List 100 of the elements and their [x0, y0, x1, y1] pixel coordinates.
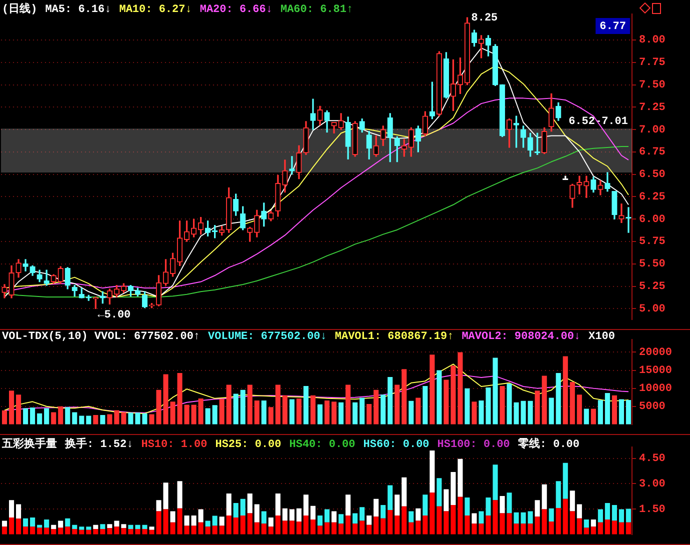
- bar: [289, 399, 294, 424]
- bar: [177, 508, 182, 534]
- bar: [374, 390, 379, 424]
- text: MAVOL2: 908024.00↓: [462, 331, 581, 343]
- bar: [612, 520, 617, 534]
- bar: [72, 524, 78, 529]
- bar: [72, 528, 78, 534]
- y-tick-label: 6.00: [639, 214, 666, 226]
- bar: [135, 528, 140, 534]
- bar: [8, 500, 14, 518]
- y-tick-label: 4.50: [639, 453, 666, 466]
- bar: [458, 352, 463, 424]
- bar: [282, 508, 288, 521]
- annotation: HS40: 0.00: [289, 439, 356, 451]
- bar: [394, 494, 400, 516]
- annotation: 6.77: [600, 20, 626, 33]
- bar: [346, 384, 351, 424]
- bar: [360, 520, 365, 534]
- bar: [556, 508, 561, 534]
- bar: [464, 498, 470, 516]
- bar: [23, 408, 28, 424]
- bar: [86, 416, 92, 424]
- bar: [506, 513, 512, 534]
- bar: [247, 513, 252, 534]
- annotation: HS60: 0.00: [363, 439, 430, 451]
- bar: [506, 384, 512, 424]
- bar: [219, 526, 224, 534]
- chart-title: 五彩换手量: [2, 439, 57, 451]
- bar: [247, 493, 252, 514]
- bar: [198, 522, 204, 534]
- annotation: HS100: 0.00: [437, 439, 510, 451]
- bar: [219, 399, 224, 424]
- bar: [570, 382, 575, 424]
- y-tick-label: 3.00: [639, 478, 666, 490]
- bar: [16, 394, 22, 424]
- bar: [352, 524, 358, 534]
- bar: [360, 507, 365, 521]
- bar: [142, 413, 148, 424]
- bar: [100, 528, 106, 534]
- bar: [500, 386, 505, 424]
- y-tick-label: 6.75: [639, 146, 666, 159]
- annotation: 换手: 1.52↓: [65, 439, 134, 451]
- bar: [444, 489, 449, 512]
- bar: [107, 528, 112, 534]
- bar: [584, 520, 589, 528]
- bar: [542, 509, 547, 534]
- bar: [380, 394, 386, 424]
- bar: [282, 395, 288, 424]
- bar: [247, 384, 252, 424]
- annotation: 8.25: [471, 12, 498, 24]
- bar: [338, 402, 344, 424]
- bar: [65, 407, 70, 424]
- bar: [44, 528, 50, 534]
- bar: [184, 526, 190, 534]
- y-tick-label: 20000: [639, 346, 672, 359]
- bar: [23, 526, 28, 534]
- bar: [408, 511, 414, 522]
- bar: [514, 512, 519, 524]
- bar: [8, 390, 14, 424]
- bar: [79, 416, 84, 424]
- bar: [444, 380, 449, 424]
- bar: [233, 517, 238, 534]
- y-tick-label: 10000: [639, 383, 672, 396]
- bar: [128, 524, 134, 529]
- bar: [528, 400, 533, 424]
- bar: [296, 522, 302, 534]
- bar: [366, 404, 372, 424]
- bar: [142, 524, 148, 529]
- bar: [352, 513, 358, 524]
- y-tick-label: 7.50: [639, 80, 666, 92]
- bar: [240, 498, 246, 516]
- bar: [51, 524, 56, 529]
- bar: [177, 481, 182, 508]
- bar: [2, 520, 8, 527]
- bar: [436, 506, 442, 534]
- bar: [472, 402, 477, 424]
- candlestick: [618, 204, 624, 224]
- bar: [570, 490, 575, 512]
- bar: [114, 526, 120, 534]
- bar: [598, 400, 603, 424]
- bar: [332, 511, 337, 522]
- bar: [324, 400, 330, 424]
- bar: [562, 498, 568, 534]
- bar: [261, 400, 266, 424]
- bar: [374, 498, 379, 517]
- bar: [562, 462, 568, 499]
- text: VOLUME: 677502.00↓: [208, 331, 327, 343]
- bar: [30, 517, 36, 527]
- bar: [520, 524, 526, 534]
- series-label: MAVOL1: 680867.19↑: [334, 331, 454, 343]
- bar: [198, 509, 204, 522]
- bar: [226, 493, 232, 516]
- bar: [534, 500, 540, 517]
- bar: [422, 494, 428, 516]
- bar: [212, 405, 218, 424]
- bar: [58, 528, 64, 534]
- bar: [590, 520, 596, 527]
- y-tick-label: 8.00: [639, 34, 666, 47]
- bar: [360, 398, 365, 424]
- bar: [107, 524, 112, 528]
